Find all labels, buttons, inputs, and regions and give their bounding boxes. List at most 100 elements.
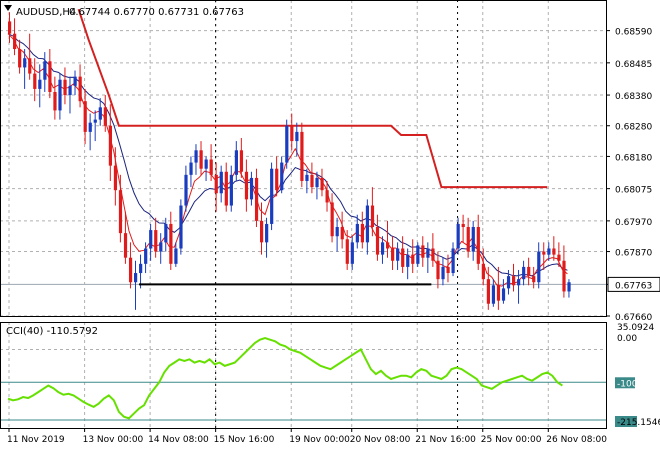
candle-body: [552, 248, 556, 255]
candle-body: [179, 205, 183, 249]
candle-body: [537, 251, 541, 283]
candle-body: [557, 254, 561, 261]
candle-body: [416, 245, 420, 264]
symbol-label: AUDUSD,H4: [16, 7, 76, 18]
candle-body: [360, 223, 364, 243]
candle-body: [365, 205, 370, 243]
candle-body: [93, 119, 97, 123]
candle-body: [491, 285, 496, 304]
time-tick-label: 21 Nov 16:00: [415, 435, 476, 445]
cci-level-label: 0.00: [617, 334, 637, 344]
candle-body: [330, 202, 334, 237]
time-tick-label: 20 Nov 08:00: [350, 435, 411, 445]
current-price-label: 0.67763: [615, 281, 652, 291]
candle-body: [476, 227, 480, 264]
candle-body: [18, 49, 22, 68]
candle-body: [169, 223, 173, 264]
candle-body: [401, 248, 405, 267]
price-tick-label: 0.68280: [615, 123, 652, 133]
price-tick-label: 0.67870: [615, 249, 652, 259]
time-tick-label: 26 Nov 08:00: [546, 435, 607, 445]
time-tick-label: 11 Nov 2019: [7, 435, 65, 445]
candle-body: [83, 101, 87, 132]
candle-body: [113, 165, 118, 191]
candle-body: [325, 190, 329, 203]
candle-body: [33, 73, 37, 89]
frame: [0, 0, 607, 429]
candle-body: [244, 171, 249, 200]
candle-body: [486, 279, 490, 304]
ohlc-readout: 0.67744 0.67770 0.67731 0.67763: [69, 7, 244, 18]
candle-body: [451, 248, 455, 274]
time-tick-label: 19 Nov 00:00: [289, 435, 350, 445]
candle-body: [411, 254, 415, 264]
dropdown-triangle-icon[interactable]: [4, 5, 12, 11]
time-tick-label: 13 Nov 00:00: [83, 435, 144, 445]
candle-body: [13, 33, 17, 50]
candle-body: [426, 248, 430, 258]
candle-body: [380, 242, 385, 255]
price-tick-label: 0.68485: [615, 60, 652, 70]
candle-body: [567, 282, 571, 292]
candle-body: [275, 168, 279, 191]
candle-body: [38, 79, 42, 89]
candle-body: [295, 131, 299, 142]
resistance-polyline: [77, 8, 548, 189]
candle-body: [164, 223, 168, 243]
candle-body: [421, 245, 425, 258]
candle-body: [496, 285, 501, 301]
candle-body: [522, 266, 526, 280]
candle-body: [396, 248, 400, 261]
candle-body: [234, 150, 238, 175]
candle-body: [118, 190, 123, 234]
candle-body: [128, 257, 133, 283]
candle-body: [315, 177, 319, 188]
candle-body: [8, 21, 12, 34]
candle-body: [98, 107, 102, 120]
candle-body: [461, 223, 465, 228]
candle-body: [219, 171, 223, 194]
price-tick-label: 0.68180: [615, 153, 652, 163]
resistance-line: [77, 8, 548, 189]
candle-body: [280, 162, 284, 191]
candle-body: [471, 227, 475, 252]
candle-body: [239, 150, 244, 172]
candle-body: [456, 223, 460, 249]
candle-body: [108, 125, 112, 166]
candle-body: [466, 227, 470, 252]
price-tick-label: 0.67660: [615, 313, 652, 323]
candle-body: [320, 177, 324, 191]
candle-body: [512, 276, 516, 286]
candle-body: [310, 174, 314, 188]
candle-body: [391, 248, 395, 261]
candle-body: [184, 174, 188, 206]
candle-body: [249, 177, 254, 200]
candle-body: [194, 150, 198, 163]
candle-body: [149, 230, 153, 249]
cci-panel-frame: [0, 322, 607, 429]
cci-line: [7, 336, 563, 420]
cci-level-label: -100: [617, 379, 638, 389]
candle-body: [290, 125, 294, 142]
price-tick-label: 0.67970: [615, 218, 652, 228]
candle-body: [123, 233, 128, 258]
price-tick-label: 0.68380: [615, 92, 652, 102]
price-panel-frame: [0, 0, 607, 317]
candle-body: [154, 230, 158, 252]
current-price-box: [607, 276, 660, 292]
cci-panel: [0, 336, 606, 421]
candle-body: [350, 242, 354, 264]
candle-body: [214, 174, 218, 194]
candle-body: [446, 266, 450, 274]
candles: [8, 12, 571, 310]
candle-body: [300, 131, 304, 181]
candle-body: [481, 263, 485, 280]
candle-body: [88, 122, 92, 132]
candle-body: [355, 223, 359, 243]
candle-body: [265, 223, 269, 243]
time-tick-label: 14 Nov 08:00: [148, 435, 209, 445]
candle-body: [335, 227, 339, 237]
candle-body: [139, 263, 143, 274]
candle-body: [43, 61, 47, 80]
